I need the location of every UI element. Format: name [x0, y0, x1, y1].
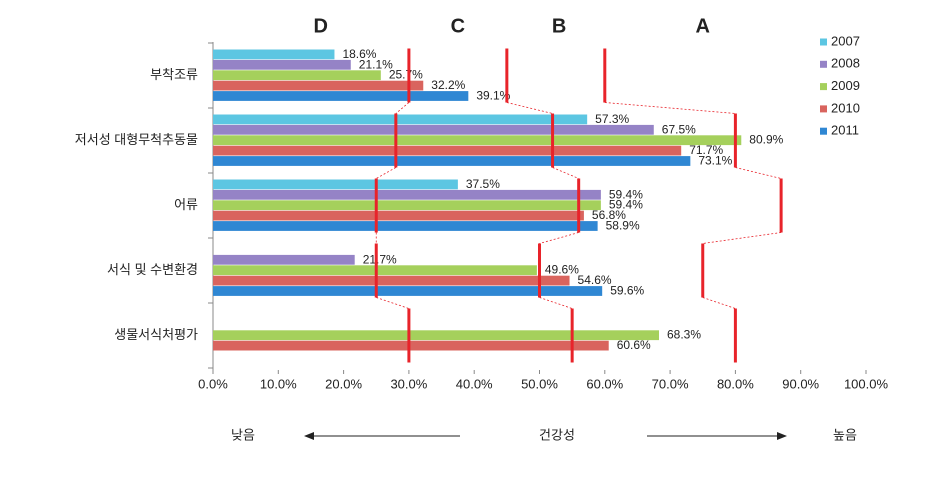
bar	[213, 275, 570, 286]
bar	[213, 254, 355, 265]
bar	[213, 189, 601, 200]
x-tick-label: 90.0%	[782, 376, 819, 391]
legend-label: 2008	[831, 56, 860, 71]
threshold-connector	[376, 297, 410, 309]
grade-label: D	[314, 15, 328, 37]
bar	[213, 179, 458, 190]
bar	[213, 70, 381, 81]
bar	[213, 124, 654, 135]
legend-label: 2010	[831, 100, 860, 115]
value-label: 56.8%	[592, 208, 626, 222]
value-label: 32.2%	[431, 78, 465, 92]
value-label: 57.3%	[595, 112, 629, 126]
legend-label: 2007	[831, 33, 860, 48]
legend-swatch	[820, 105, 827, 113]
x-tick-label: 100.0%	[844, 376, 889, 391]
value-label: 37.5%	[466, 177, 500, 191]
value-label: 21.7%	[363, 252, 397, 266]
legend-label: 2009	[831, 78, 860, 93]
grade-label: C	[451, 15, 465, 37]
value-label: 21.1%	[359, 57, 393, 71]
threshold-connector	[604, 102, 736, 114]
value-label: 67.5%	[662, 122, 696, 136]
threshold-connector	[506, 102, 553, 114]
bar	[213, 286, 603, 296]
bar	[213, 114, 588, 125]
value-label: 59.4%	[609, 198, 643, 212]
x-tick-label: 70.0%	[652, 376, 689, 391]
annotation-axis: 건강성	[539, 427, 575, 442]
bar	[213, 80, 424, 91]
x-tick-label: 80.0%	[717, 376, 754, 391]
grade-label: A	[696, 15, 710, 37]
value-label: 60.6%	[617, 338, 651, 352]
y-tick-label: 생물서식처평가	[114, 327, 198, 342]
y-tick-label: 저서성 대형무척추동물	[75, 132, 198, 147]
bar	[213, 156, 691, 166]
value-label: 39.1%	[476, 88, 510, 102]
threshold-connector	[376, 167, 397, 179]
legend-swatch	[820, 83, 827, 91]
threshold-connector	[702, 232, 782, 244]
threshold-connector	[539, 232, 579, 244]
grade-label: B	[552, 15, 566, 37]
annotation-low: 낮음	[231, 427, 255, 442]
value-label: 71.7%	[689, 143, 723, 157]
legend-swatch	[820, 60, 827, 68]
value-label: 68.3%	[667, 328, 701, 342]
value-label: 80.9%	[749, 133, 783, 147]
value-label: 59.6%	[610, 283, 644, 297]
value-label: 25.7%	[389, 68, 423, 82]
bar	[213, 91, 469, 101]
legend-swatch	[820, 127, 827, 135]
x-tick-label: 50.0%	[521, 376, 558, 391]
x-tick-label: 40.0%	[456, 376, 493, 391]
value-label: 18.6%	[342, 47, 376, 61]
value-label: 59.4%	[609, 187, 643, 201]
x-tick-label: 0.0%	[198, 376, 228, 391]
threshold-connector	[395, 102, 410, 114]
bar	[213, 200, 601, 211]
value-label: 49.6%	[545, 263, 579, 277]
x-tick-label: 20.0%	[325, 376, 362, 391]
threshold-connector	[735, 167, 782, 179]
bar	[213, 135, 742, 146]
bar	[213, 210, 584, 221]
x-tick-label: 30.0%	[390, 376, 427, 391]
bar	[213, 340, 609, 351]
value-label: 73.1%	[698, 153, 732, 167]
y-tick-label: 어류	[174, 197, 198, 212]
y-tick-label: 부착조류	[150, 67, 198, 82]
legend-label: 2011	[831, 123, 859, 138]
bar	[213, 59, 351, 70]
threshold-connector	[539, 297, 573, 309]
x-tick-label: 10.0%	[260, 376, 297, 391]
bar	[213, 49, 335, 60]
y-tick-label: 서식 및 수변환경	[107, 262, 198, 277]
value-label: 54.6%	[578, 273, 612, 287]
bar	[213, 221, 598, 231]
bar	[213, 145, 682, 156]
value-label: 58.9%	[606, 218, 640, 232]
legend-swatch	[820, 38, 827, 46]
threshold-connector	[552, 167, 579, 179]
annotation-high: 높음	[833, 427, 857, 442]
x-tick-label: 60.0%	[586, 376, 623, 391]
threshold-connector	[702, 297, 736, 309]
bar	[213, 330, 659, 341]
